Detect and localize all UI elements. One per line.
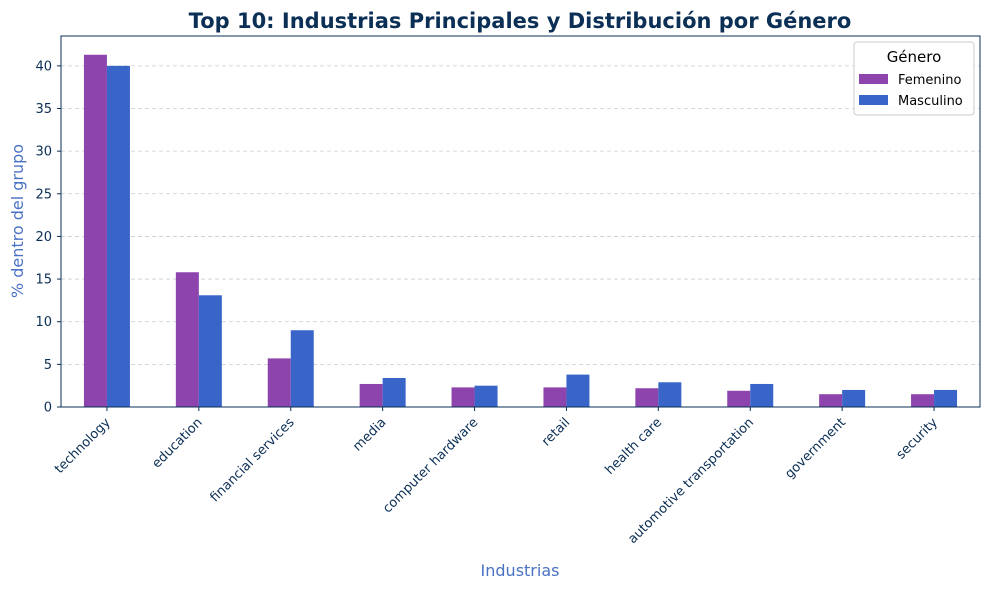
y-tick-label: 40 xyxy=(35,59,52,74)
bar-femenino-computer-hardware xyxy=(451,387,475,407)
legend: Género Femenino Masculino xyxy=(853,41,975,116)
bar-masculino-security xyxy=(934,389,958,407)
y-tick-label: 25 xyxy=(35,187,52,202)
x-tick-label: financial services xyxy=(207,415,297,505)
bar-masculino-media xyxy=(382,378,406,407)
x-tick-label: security xyxy=(894,415,942,463)
bar-femenino-technology xyxy=(83,54,107,408)
chart-title: Top 10: Industrias Principales y Distrib… xyxy=(189,9,852,33)
bar-femenino-financial-services xyxy=(267,358,291,407)
bar-masculino-retail xyxy=(566,374,590,407)
x-tick-label: media xyxy=(350,415,389,454)
plot-frame xyxy=(60,35,981,408)
bar-femenino-automotive-transportation xyxy=(727,390,751,407)
bar-masculino-health-care xyxy=(658,382,682,407)
y-tick-label: 5 xyxy=(44,358,52,373)
y-tick-label: 20 xyxy=(35,230,52,245)
x-tick-label: health care xyxy=(603,415,666,478)
bar-femenino-retail xyxy=(543,387,567,407)
x-tick-label: government xyxy=(782,415,849,482)
y-tick-label: 15 xyxy=(35,273,52,288)
x-tick-label: retail xyxy=(539,415,573,449)
bars xyxy=(83,54,958,408)
x-tick-label: education xyxy=(149,415,205,471)
y-ticks: 0 5 10 15 20 25 30 35 40 xyxy=(35,59,61,416)
x-tick-label: technology xyxy=(52,415,114,477)
legend-title: Género xyxy=(887,48,942,66)
bar-masculino-education xyxy=(198,295,222,407)
legend-swatch-femenino xyxy=(859,74,888,84)
y-axis-label: % dentro del grupo xyxy=(8,144,27,298)
legend-label-femenino: Femenino xyxy=(898,73,962,88)
bar-femenino-government xyxy=(819,394,843,407)
bar-femenino-security xyxy=(911,394,935,407)
bar-masculino-financial-services xyxy=(290,330,314,407)
bar-femenino-education xyxy=(175,272,199,407)
bar-femenino-health-care xyxy=(635,388,659,407)
bar-masculino-government xyxy=(842,389,866,407)
y-tick-label: 30 xyxy=(35,145,52,160)
bar-masculino-technology xyxy=(106,65,130,407)
x-tick-label: computer hardware xyxy=(380,415,481,516)
bar-femenino-media xyxy=(359,383,383,407)
legend-swatch-masculino xyxy=(859,95,888,105)
bar-masculino-computer-hardware xyxy=(474,385,498,407)
y-tick-label: 0 xyxy=(44,401,52,416)
y-tick-label: 10 xyxy=(35,315,52,330)
x-ticks: technology education financial services med… xyxy=(52,407,941,547)
y-tick-label: 35 xyxy=(35,102,52,117)
legend-label-masculino: Masculino xyxy=(898,94,963,109)
x-axis-label: Industrias xyxy=(481,561,560,580)
bar-masculino-automotive-transportation xyxy=(750,383,774,407)
